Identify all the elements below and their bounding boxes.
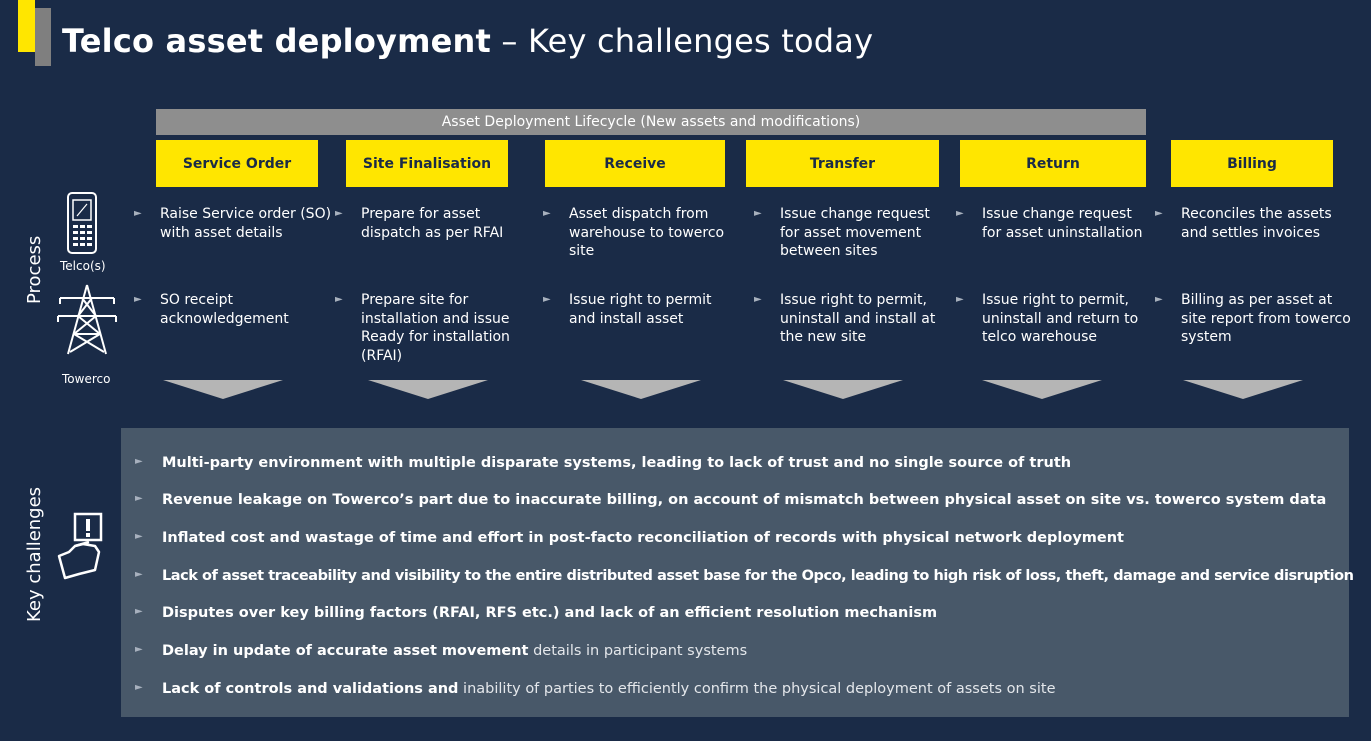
bullet-icon: ►	[135, 644, 143, 655]
bullet-icon: ►	[135, 569, 143, 580]
challenge-weak-text: details in participant systems	[528, 643, 748, 659]
cell-text: Issue right to permit, uninstall and ins…	[780, 292, 936, 345]
challenge-strong-text: Revenue leakage on Towerco’s part due to…	[162, 492, 1327, 508]
title-bold: Telco asset deployment	[62, 22, 492, 60]
towerco-return-cell: ► Issue right to permit, uninstall and re…	[956, 291, 1152, 347]
challenge-strong-text: Inflated cost and wastage of time and ef…	[162, 530, 1124, 546]
challenge-item: ► Revenue leakage on Towerco’s part due t…	[135, 492, 1326, 508]
towerco-site-finalisation-cell: ► Prepare site for installation and issue…	[335, 291, 525, 365]
warning-hand-icon	[57, 512, 103, 580]
process-side-label: Process	[24, 235, 45, 304]
towerco-billing-cell: ► Billing as per asset at site report fro…	[1155, 291, 1351, 347]
cell-text: SO receipt acknowledgement	[160, 292, 289, 327]
telco-site-finalisation-cell: ► Prepare for asset dispatch as per RFAI	[335, 205, 525, 242]
cell-text: Issue change request for asset uninstall…	[982, 206, 1143, 241]
stage-site-finalisation: Site Finalisation	[346, 140, 508, 187]
title-light: Key challenges today	[527, 22, 874, 60]
lifecycle-bar: Asset Deployment Lifecycle (New assets a…	[156, 109, 1146, 135]
stage-service-order: Service Order	[156, 140, 318, 187]
transmission-tower-icon	[57, 284, 117, 355]
challenge-strong-text: Multi-party environment with multiple di…	[162, 455, 1072, 471]
bullet-icon: ►	[134, 208, 142, 219]
bullet-icon: ►	[543, 294, 551, 305]
mobile-phone-icon	[67, 192, 97, 254]
cell-text: Issue change request for asset movement …	[780, 206, 930, 259]
challenge-strong-text: Lack of asset traceability and visibilit…	[162, 568, 1354, 584]
bullet-icon: ►	[956, 208, 964, 219]
bullet-icon: ►	[135, 493, 143, 504]
down-chevron-icon	[163, 380, 283, 399]
telco-billing-cell: ► Reconciles the assets and settles invoi…	[1155, 205, 1351, 242]
telco-return-cell: ► Issue change request for asset uninstal…	[956, 205, 1152, 242]
bullet-icon: ►	[754, 294, 762, 305]
page-title: Telco asset deployment – Key challenges …	[62, 22, 873, 60]
stage-receive: Receive	[545, 140, 725, 187]
bullet-icon: ►	[956, 294, 964, 305]
bullet-icon: ►	[135, 682, 143, 693]
towerco-service-order-cell: ► SO receipt acknowledgement	[134, 291, 334, 328]
bullet-icon: ►	[1155, 208, 1163, 219]
bullet-icon: ►	[134, 294, 142, 305]
down-chevron-icon	[783, 380, 903, 399]
challenge-item: ► Lack of controls and validations and in…	[135, 681, 1056, 697]
challenge-item: ► Disputes over key billing factors (RFAI…	[135, 605, 937, 621]
telco-caption: Telco(s)	[60, 259, 106, 273]
cell-text: Billing as per asset at site report from…	[1181, 292, 1351, 345]
title-dash: –	[491, 22, 528, 60]
challenge-item: ► Inflated cost and wastage of time and e…	[135, 530, 1124, 546]
cell-text: Raise Service order (SO) with asset deta…	[160, 206, 332, 241]
bullet-icon: ►	[543, 208, 551, 219]
down-chevron-icon	[1183, 380, 1303, 399]
telco-receive-cell: ► Asset dispatch from warehouse to towerc…	[543, 205, 733, 261]
challenge-item: ► Delay in update of accurate asset movem…	[135, 643, 747, 659]
down-chevron-icon	[581, 380, 701, 399]
bullet-icon: ►	[135, 531, 143, 542]
stage-return: Return	[960, 140, 1146, 187]
bullet-icon: ►	[1155, 294, 1163, 305]
challenges-side-label: Key challenges	[24, 486, 45, 622]
down-chevron-icon	[982, 380, 1102, 399]
challenge-strong-text: Delay in update of accurate asset moveme…	[162, 643, 529, 659]
telco-service-order-cell: ► Raise Service order (SO) with asset det…	[134, 205, 334, 242]
bullet-icon: ►	[335, 208, 343, 219]
stage-transfer: Transfer	[746, 140, 939, 187]
challenge-strong-text: Disputes over key billing factors (RFAI,…	[162, 605, 938, 621]
cell-text: Prepare for asset dispatch as per RFAI	[361, 206, 504, 241]
challenge-item: ► Lack of asset traceability and visibili…	[135, 568, 1354, 584]
cell-text: Prepare site for installation and issue …	[361, 292, 510, 364]
title-accent-gray	[35, 8, 51, 66]
cell-text: Issue right to permit, uninstall and ret…	[982, 292, 1139, 345]
cell-text: Issue right to permit and install asset	[569, 292, 712, 327]
challenges-panel: ► Multi-party environment with multiple d…	[121, 428, 1354, 717]
challenge-item: ► Multi-party environment with multiple d…	[135, 455, 1071, 471]
challenge-strong-text: Lack of controls and validations and	[162, 681, 459, 697]
stage-billing: Billing	[1171, 140, 1333, 187]
challenge-weak-text: inability of parties to efficiently conf…	[458, 681, 1056, 697]
down-chevron-icon	[368, 380, 488, 399]
cell-text: Reconciles the assets and settles invoic…	[1181, 206, 1332, 241]
bullet-icon: ►	[135, 606, 143, 617]
bullet-icon: ►	[335, 294, 343, 305]
bullet-icon: ►	[135, 456, 143, 467]
title-accent-yellow	[18, 0, 35, 52]
towerco-receive-cell: ► Issue right to permit and install asset	[543, 291, 733, 328]
cell-text: Asset dispatch from warehouse to towerco…	[569, 206, 725, 259]
towerco-transfer-cell: ► Issue right to permit, uninstall and in…	[754, 291, 944, 347]
telco-transfer-cell: ► Issue change request for asset movement…	[754, 205, 944, 261]
towerco-caption: Towerco	[62, 372, 111, 386]
bullet-icon: ►	[754, 208, 762, 219]
